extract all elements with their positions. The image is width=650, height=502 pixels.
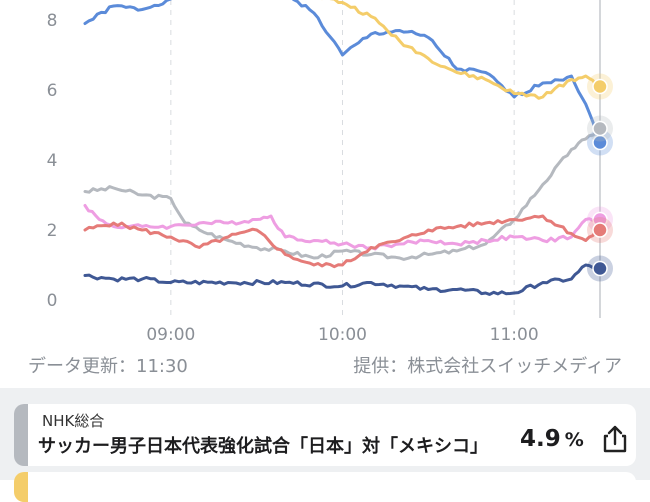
y-tick-label: 2 (47, 221, 58, 241)
series-end-dot (592, 78, 608, 95)
channel-color-bar (14, 404, 28, 466)
x-tick-label: 10:00 (318, 325, 367, 345)
series-line (83, 127, 602, 261)
y-tick-label: 6 (47, 81, 58, 101)
y-tick-label: 0 (47, 291, 58, 311)
x-axis-ticks: 09:00 10:00 11:00 (146, 325, 538, 345)
program-title: サッカー男子日本代表強化試合「日本」対「メキシコ」 (38, 436, 488, 457)
series-line (83, 214, 602, 269)
series-end-dot (592, 222, 608, 238)
share-icon[interactable] (600, 424, 630, 454)
y-tick-label: 8 (47, 11, 58, 31)
channel-color-bar-2 (14, 472, 28, 502)
tv-rating-line-chart: 0 2 4 6 8 09:00 10:00 11:00 (47, 0, 613, 345)
y-tick-label: 4 (47, 151, 58, 171)
data-updated-text: データ更新：11:30 (28, 356, 188, 377)
channel-name: NHK総合 (42, 412, 105, 430)
data-provider-text: 提供：株式会社スイッチメディア (353, 356, 622, 377)
rating-value: 4.9% (520, 426, 584, 452)
rating-number: 4.9 (520, 426, 561, 452)
chart-grid (170, 0, 601, 318)
series-end-dot (592, 260, 608, 277)
program-card-2[interactable] (14, 472, 636, 502)
y-axis-ticks: 0 2 4 6 8 (47, 11, 58, 311)
x-tick-label: 11:00 (490, 325, 539, 345)
rating-unit: % (564, 429, 584, 451)
series-line (321, 0, 602, 100)
series-line (83, 204, 602, 251)
series-lines (83, 0, 602, 296)
series-line (83, 263, 602, 296)
x-tick-label: 09:00 (146, 325, 195, 345)
series-end-markers (587, 73, 613, 282)
series-end-dot (592, 120, 608, 137)
program-card[interactable]: NHK総合 サッカー男子日本代表強化試合「日本」対「メキシコ」 4.9% (14, 404, 636, 466)
